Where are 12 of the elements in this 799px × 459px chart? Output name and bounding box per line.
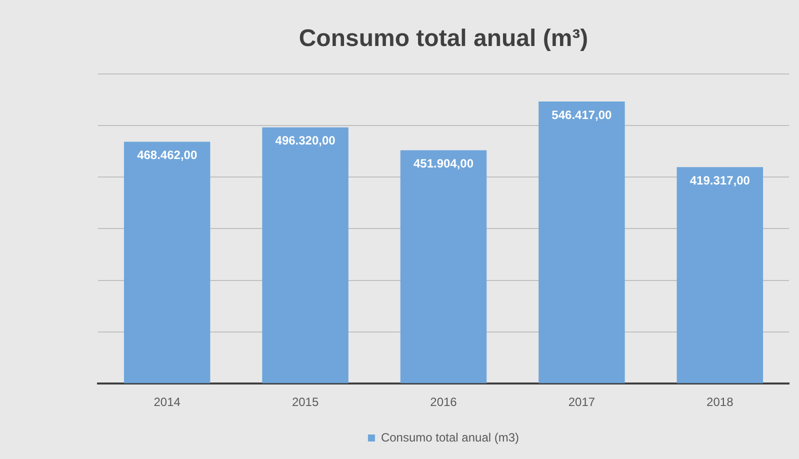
x-tick-label: 2015	[292, 395, 319, 410]
x-tick-label: 2018	[706, 395, 734, 410]
data-label: 451.904,00	[413, 156, 474, 171]
data-label: 468.462,00	[137, 148, 198, 162]
x-tick-label: 2014	[154, 395, 181, 410]
chart-title: Consumo total anual (m³)	[298, 25, 588, 52]
data-label: 419.317,00	[690, 173, 750, 188]
legend-label: Consumo total anual (m3)	[380, 430, 520, 444]
x-tick-label: 2017	[568, 395, 596, 410]
data-label: 496.320,00	[275, 134, 336, 148]
data-label: 546.417,00	[552, 108, 612, 122]
x-tick-label: 2016	[430, 395, 458, 410]
